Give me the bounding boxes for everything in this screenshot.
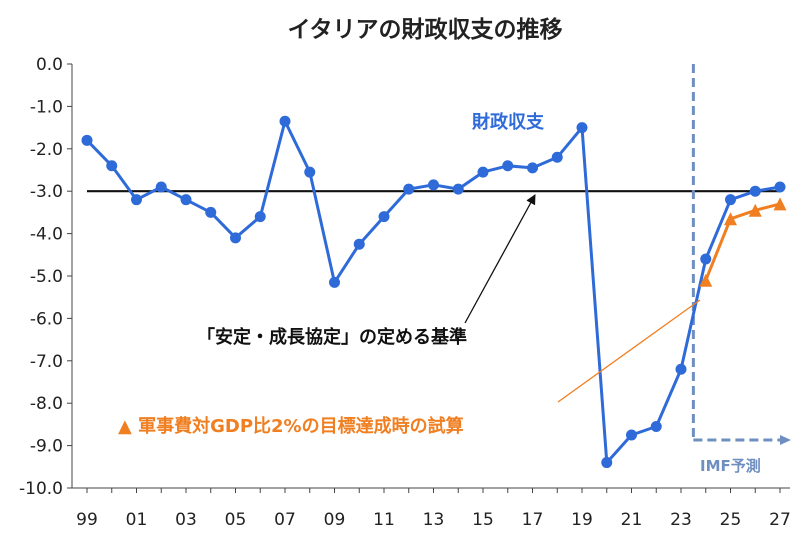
y-tick-label: -6.0 [30,309,63,329]
x-tick-label: 21 [621,510,643,530]
fiscal-balance-point [725,194,736,206]
y-tick-label: -4.0 [30,225,63,245]
fiscal-balance-point [131,194,142,206]
forecast-layer [691,64,791,445]
fiscal-balance-point [403,183,415,195]
fiscal-balance-point [304,166,316,178]
fiscal-balance-point [626,429,637,441]
fiscal-balance-point [180,194,192,206]
x-tick-label: 17 [522,510,544,530]
fiscal-balance-point [675,363,687,375]
fiscal-balance-point [254,211,266,223]
series-line-1 [85,119,781,465]
fiscal-balance-point [551,151,563,163]
x-tick-label: 01 [126,510,148,530]
fiscal-balance-point [700,253,712,265]
chart-title: イタリアの財政収支の推移 [287,17,562,43]
y-tick-label: 0.0 [36,55,63,75]
military-scenario-point [773,197,787,211]
fiscal-balance-point [527,162,538,174]
x-tick-label: 19 [571,510,593,530]
fiscal-balance-point [329,276,340,288]
target-line-label: 「安定・成長協定」の定める基準 [197,326,467,348]
fiscal-balance-point [502,160,514,172]
fiscal-balance-point [428,179,439,191]
x-tick-label: 25 [720,510,742,530]
y-tick-label: -7.0 [30,352,63,372]
x-tick-label: 05 [225,510,247,530]
x-tick-label: 07 [274,510,296,530]
x-tick-label: 13 [423,510,445,530]
fiscal-balance-point [601,457,613,469]
fiscal-balance-point [230,232,241,244]
fiscal-balance-point [452,183,464,195]
x-tick-label: 03 [175,510,197,530]
series-line-2 [704,202,781,281]
fiscal-balance-point [378,211,390,223]
fiscal-balance-point [155,181,167,193]
y-tick-label: -2.0 [30,140,63,160]
x-tick-label: 99 [76,510,98,530]
x-tick-label: 11 [373,510,395,530]
fiscal-balance-point [353,238,365,250]
military-scenario-point [699,273,713,287]
y-tick-label: -3.0 [30,182,63,202]
series-layer [81,115,787,469]
fiscal-balance-point [774,181,786,193]
fiscal-balance-point [477,166,489,178]
x-tick-label: 27 [769,510,791,530]
fiscal-balance-label: 財政収支 [472,111,545,133]
fiscal-balance-point [650,421,662,433]
x-tick-label: 15 [472,510,494,530]
military-scenario-point [748,203,762,217]
fiscal-balance-point [81,134,93,146]
military-pointer-line [557,299,701,403]
military-spending-label: ▲ 軍事費対GDP比2%の目標達成時の試算 [118,415,464,437]
y-tick-label: -1.0 [30,97,63,117]
fiscal-balance-point [205,206,217,218]
fiscal-balance-point [106,160,118,172]
fiscal-balance-point [279,115,291,127]
imf-forecast-label: IMF予測 [700,457,761,475]
x-tick-label: 23 [670,510,692,530]
fiscal-balance-point [576,122,588,134]
y-tick-label: -5.0 [30,267,63,287]
military-scenario-point [724,212,737,226]
y-tick-label: -8.0 [30,394,63,414]
target-pointer-arrow [464,194,536,324]
x-tick-label: 09 [324,510,346,530]
fiscal-balance-point [749,185,761,197]
y-tick-label: -10.0 [19,479,63,499]
axes: 0.0 -1.0 -2.0 -3.0 -4.0 -5.0 -6.0 -7.0 -8.0 -9.0 -… [19,55,791,530]
y-tick-label: -9.0 [30,437,63,457]
